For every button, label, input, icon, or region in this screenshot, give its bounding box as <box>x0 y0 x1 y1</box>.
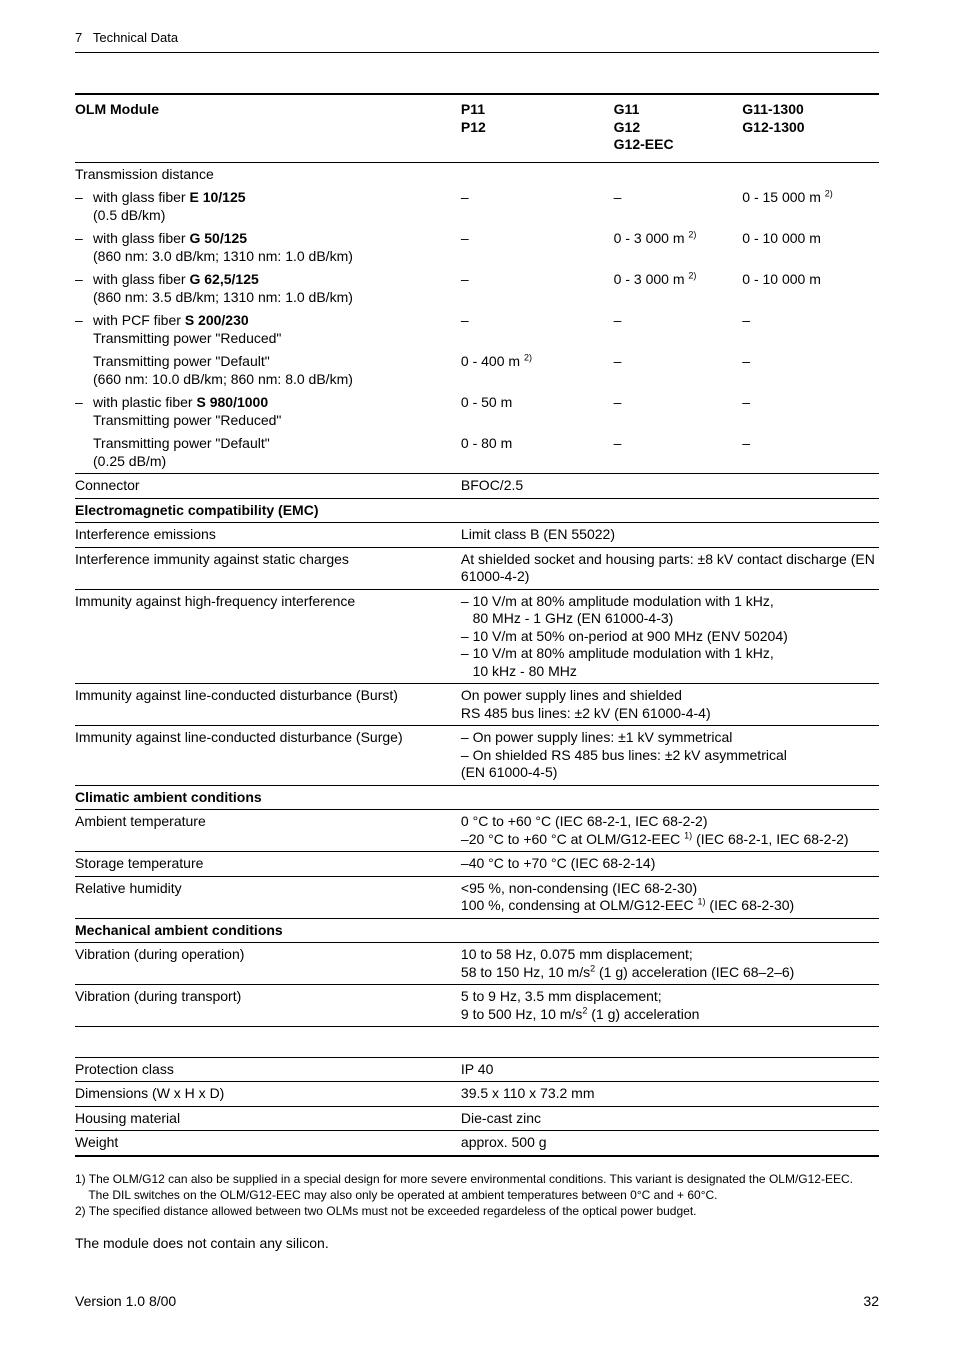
list-item: –with glass fiber G 62,5/125 <box>75 271 459 289</box>
sub-line: Transmitting power "Default" <box>75 435 459 453</box>
list-item: –with plastic fiber S 980/1000 <box>75 394 459 412</box>
footnote-line: 1) The OLM/G12 can also be supplied in a… <box>75 1171 879 1187</box>
page-footer: Version 1.0 8/00 32 <box>75 1293 879 1311</box>
th-g11-g12: G11 G12 G12-EEC <box>614 94 743 162</box>
th-p11-p12: P11 P12 <box>461 94 614 162</box>
closing-statement: The module does not contain any silicon. <box>75 1235 879 1253</box>
sub-line: Transmitting power "Reduced" <box>75 330 459 348</box>
footnote-line: 2) The specified distance allowed betwee… <box>75 1203 879 1219</box>
list-item: –with PCF fiber S 200/230 <box>75 312 459 330</box>
footer-page-number: 32 <box>863 1293 879 1311</box>
section-emc: Electromagnetic compatibility (EMC) <box>75 502 318 518</box>
section-mechanical: Mechanical ambient conditions <box>75 922 283 938</box>
sub-line: (0.25 dB/m) <box>75 453 459 471</box>
sub-line: (860 nm: 3.0 dB/km; 1310 nm: 1.0 dB/km) <box>75 248 459 266</box>
section-climatic: Climatic ambient conditions <box>75 789 262 805</box>
technical-data-table: OLM Module P11 P12 G11 G12 G12-EEC G11-1… <box>75 93 879 1157</box>
sub-line: Transmitting power "Reduced" <box>75 412 459 430</box>
sub-line: (0.5 dB/km) <box>75 207 459 225</box>
sub-line: (660 nm: 10.0 dB/km; 860 nm: 8.0 dB/km) <box>75 371 459 389</box>
list-item: –with glass fiber G 50/125 <box>75 230 459 248</box>
th-g11-1300: G11-1300 G12-1300 <box>742 94 879 162</box>
list-item: –with glass fiber E 10/125 <box>75 189 459 207</box>
page-header: 7 Technical Data <box>75 30 879 53</box>
footer-version: Version 1.0 8/00 <box>75 1293 176 1311</box>
th-module: OLM Module <box>75 94 461 162</box>
footnote-line: The DIL switches on the OLM/G12-EEC may … <box>75 1187 879 1203</box>
chapter-title: Technical Data <box>93 30 178 45</box>
chapter-number: 7 <box>75 30 82 45</box>
sub-line: Transmitting power "Default" <box>75 353 459 371</box>
sub-line: (860 nm: 3.5 dB/km; 1310 nm: 1.0 dB/km) <box>75 289 459 307</box>
footnotes: 1) The OLM/G12 can also be supplied in a… <box>75 1171 879 1220</box>
